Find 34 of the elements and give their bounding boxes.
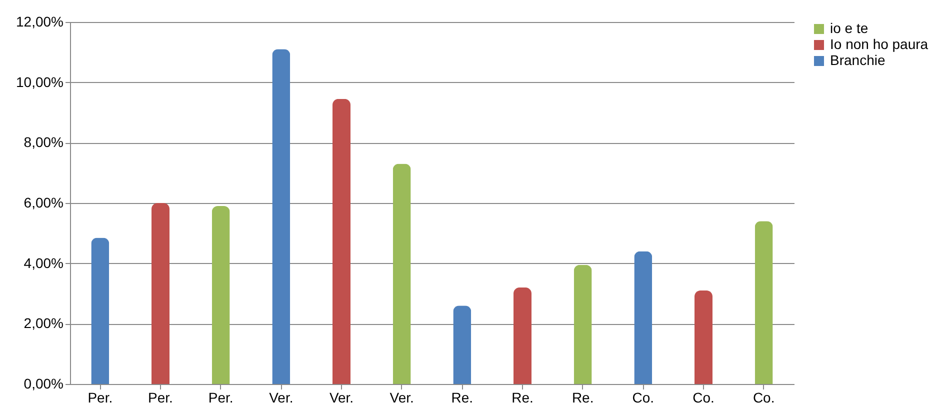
x-tick-label: Co. (752, 390, 775, 406)
bar (453, 306, 472, 384)
y-tick-label: 6,00% (24, 194, 64, 210)
bar (694, 290, 712, 384)
legend-label: Io non ho paura (830, 36, 928, 52)
bar (634, 251, 652, 384)
x-tick-label: Per. (88, 390, 113, 406)
bar (332, 98, 350, 384)
x-tick-label: Per. (148, 390, 173, 406)
x-tick-label: Co. (692, 390, 714, 406)
bar (754, 221, 773, 384)
bar (574, 264, 592, 384)
x-tick-label: Ver. (269, 390, 294, 406)
x-tick-label: Ver. (329, 390, 354, 406)
x-tick-label: Re. (512, 390, 534, 406)
y-tick-label: 12,00% (16, 14, 64, 30)
y-tick-label: 4,00% (24, 254, 64, 271)
x-tick-label: Re. (572, 390, 594, 406)
bar (514, 287, 532, 384)
legend-label: io e te (830, 20, 868, 36)
x-tick-label: Per. (208, 390, 234, 406)
bar (392, 164, 411, 384)
y-tick-label: 8,00% (24, 134, 64, 150)
y-tick-label: 10,00% (16, 74, 64, 90)
bar (272, 49, 290, 384)
y-tick-label: 2,00% (24, 315, 64, 332)
legend-label: Branchie (830, 52, 886, 68)
y-tick-label: 0,00% (24, 376, 64, 392)
bar (91, 238, 110, 384)
bar (152, 203, 170, 384)
x-tick-label: Re. (451, 390, 474, 406)
x-tick-label: Co. (632, 390, 654, 406)
x-tick-label: Ver. (390, 390, 414, 406)
bar (212, 206, 230, 384)
